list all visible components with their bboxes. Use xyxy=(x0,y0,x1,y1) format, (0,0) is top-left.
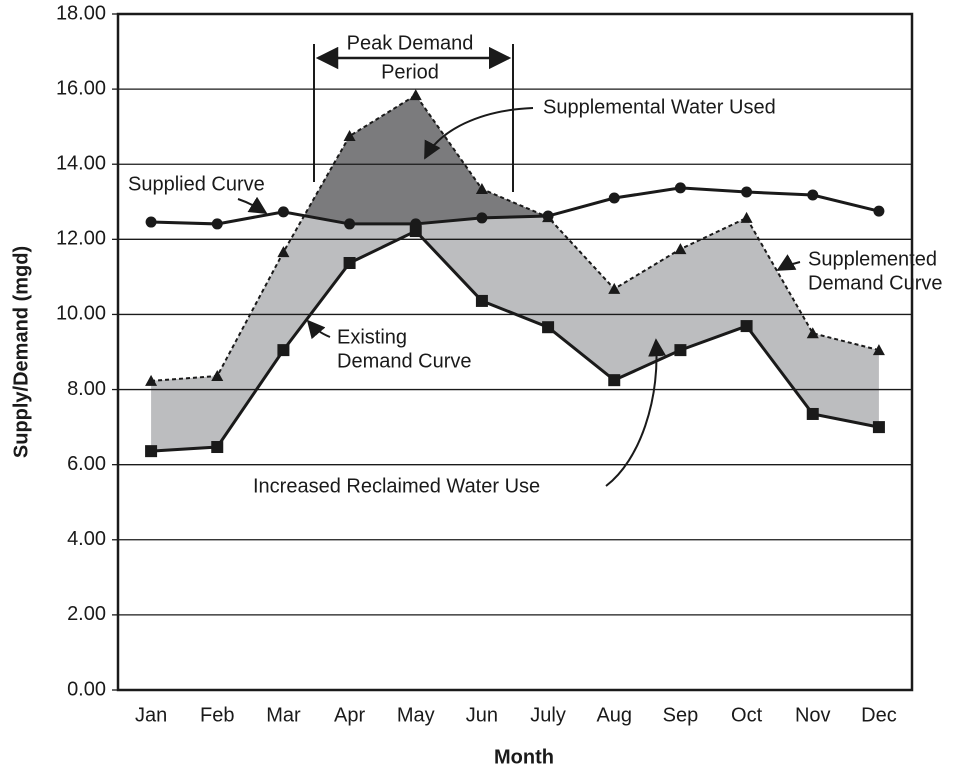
y-tick-label: 16.00 xyxy=(56,77,106,99)
point xyxy=(145,374,158,386)
point xyxy=(872,421,885,434)
point xyxy=(542,321,555,334)
x-tick-label: Apr xyxy=(334,704,365,726)
point xyxy=(409,225,422,238)
arrow xyxy=(424,107,534,160)
point xyxy=(542,211,555,223)
point xyxy=(872,344,885,356)
annotation: Supplemental Water Used xyxy=(543,96,776,118)
plot-area: 0.00 2.00 4.00 6.00 8.00 10.00 12.00 14.00 16.00… xyxy=(56,2,914,726)
arrow xyxy=(605,338,667,487)
x-tick-label: Jun xyxy=(466,704,498,726)
annotation: Peak Demand xyxy=(347,32,474,54)
annotations xyxy=(237,44,801,487)
point xyxy=(674,344,687,357)
y-tick-label: 4.00 xyxy=(67,528,106,550)
x-tick-label: Nov xyxy=(795,704,831,726)
point xyxy=(211,218,223,230)
y-tick-label: 10.00 xyxy=(56,303,106,325)
annotation: Supplied Curve xyxy=(128,173,265,195)
x-tick-label: Jan xyxy=(135,704,167,726)
series-line xyxy=(151,93,880,382)
point xyxy=(608,192,620,204)
y-tick-label: 18.00 xyxy=(56,2,106,24)
point xyxy=(211,441,224,454)
annotation: Supplemented xyxy=(808,248,937,270)
point xyxy=(344,218,356,230)
arrow xyxy=(776,254,801,271)
point xyxy=(475,294,488,307)
point xyxy=(740,320,753,333)
x-tick-label: Dec xyxy=(861,704,897,726)
point xyxy=(145,216,157,228)
point xyxy=(277,344,290,357)
annotation: Period xyxy=(381,61,439,83)
x-tick-label: Oct xyxy=(731,704,763,726)
y-tick-label: 12.00 xyxy=(56,228,106,250)
y-tick-label: 2.00 xyxy=(67,603,106,625)
point xyxy=(343,256,356,269)
x-tick-label: Mar xyxy=(266,704,301,726)
point xyxy=(608,282,621,294)
point xyxy=(608,374,621,387)
x-tick-label: Aug xyxy=(596,704,632,726)
annotation: Demand Curve xyxy=(808,272,943,294)
point xyxy=(674,243,687,255)
x-tick-label: May xyxy=(397,704,435,726)
point xyxy=(807,189,819,201)
annotation: Existing xyxy=(337,326,407,348)
series-line xyxy=(150,229,880,453)
annotation: Demand Curve xyxy=(337,350,472,372)
y-tick-label: 8.00 xyxy=(67,378,106,400)
y-tick-label: 0.00 xyxy=(67,678,106,700)
arrow xyxy=(306,319,331,340)
point xyxy=(277,206,289,218)
point xyxy=(343,130,356,142)
x-tick-label: July xyxy=(530,704,566,726)
annotation: Increased Reclaimed Water Use xyxy=(253,475,540,497)
y-axis-label: Supply/Demand (mgd) xyxy=(10,246,32,458)
point xyxy=(873,205,885,217)
point xyxy=(806,407,819,420)
x-tick-label: Feb xyxy=(200,704,234,726)
supplemental-area xyxy=(151,95,879,224)
x-axis-label: Month xyxy=(494,746,554,768)
point xyxy=(740,211,753,223)
arrow xyxy=(237,196,268,214)
point xyxy=(475,183,488,195)
y-tick-label: 6.00 xyxy=(67,453,106,475)
point xyxy=(806,327,819,339)
point xyxy=(145,445,158,458)
point xyxy=(211,370,224,382)
point xyxy=(741,186,753,198)
point xyxy=(277,246,290,258)
x-tick-label: Sep xyxy=(663,704,699,726)
series-line xyxy=(151,186,880,226)
plot-frame xyxy=(116,12,914,692)
y-tick-label: 14.00 xyxy=(56,153,106,175)
point xyxy=(409,89,422,101)
point xyxy=(674,182,686,194)
point xyxy=(476,212,488,224)
increase-area xyxy=(151,95,879,452)
